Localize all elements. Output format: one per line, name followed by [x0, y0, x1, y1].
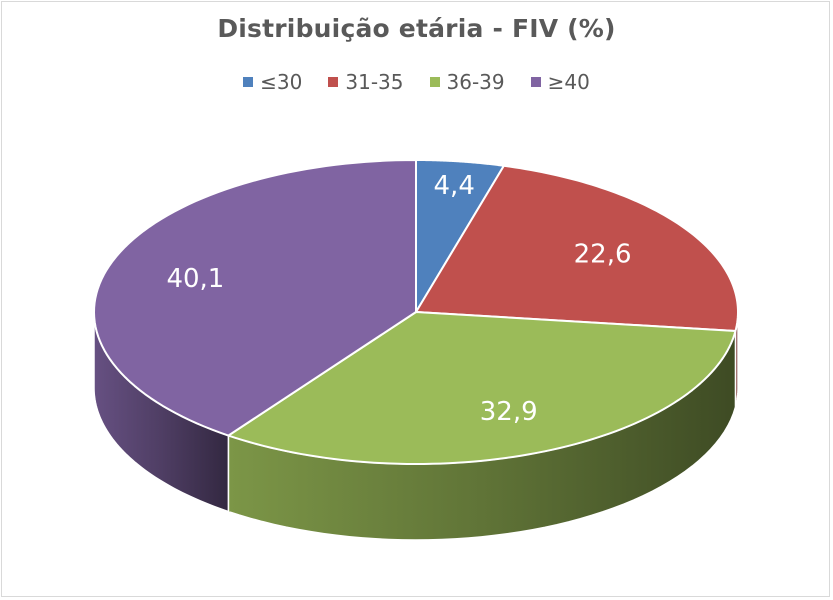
- legend-item-ge40: ≥40: [530, 70, 590, 94]
- legend-label-ge40: ≥40: [547, 70, 590, 94]
- chart-legend: ≤30 31-35 36-39 ≥40: [0, 70, 833, 94]
- pie-slice-3: [93, 159, 417, 437]
- legend-item-le30: ≤30: [243, 70, 302, 94]
- data-label-1: 22,6: [574, 240, 632, 270]
- legend-item-36-39: 36-39: [429, 70, 505, 94]
- data-label-0: 4,4: [434, 171, 475, 201]
- chart-title: Distribuição etária - FIV (%): [217, 14, 616, 43]
- legend-label-le30: ≤30: [260, 70, 303, 94]
- data-label-3: 40,1: [166, 264, 224, 294]
- legend-item-31-35: 31-35: [328, 70, 404, 94]
- pie-slice-2: [227, 311, 737, 465]
- legend-swatch-31-35: [328, 77, 339, 87]
- legend-swatch-36-39: [429, 77, 440, 87]
- data-label-2: 32,9: [480, 397, 538, 427]
- legend-swatch-ge40: [530, 77, 541, 87]
- legend-label-36-39: 36-39: [446, 70, 505, 94]
- pie-slice-1: [415, 164, 739, 333]
- legend-label-31-35: 31-35: [345, 70, 404, 94]
- legend-swatch-le30: [243, 77, 254, 87]
